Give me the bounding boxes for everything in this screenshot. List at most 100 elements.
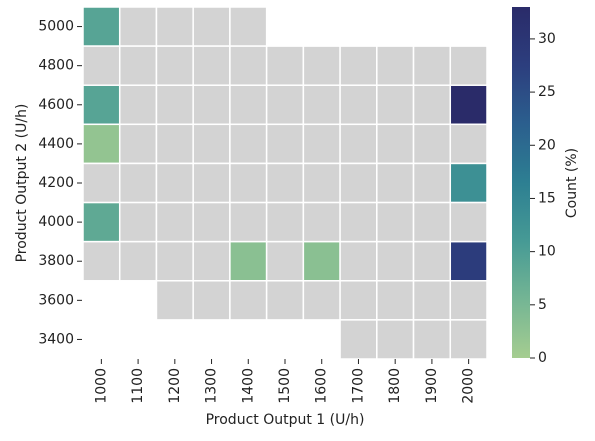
colorbar-tick-label: 0 <box>538 350 547 366</box>
heatmap-cell <box>449 280 488 321</box>
heatmap-cell <box>339 319 378 360</box>
x-tick-label: 1700 <box>350 368 366 404</box>
heatmap-cell <box>82 201 121 243</box>
heatmap-cell <box>82 45 121 86</box>
x-tick-label: 1600 <box>314 368 330 404</box>
heatmap-cell <box>192 84 231 126</box>
heatmap-cell <box>265 123 305 165</box>
y-tick-label: 4600 <box>38 97 74 113</box>
heatmap-cell <box>339 280 378 321</box>
heatmap-cell <box>118 45 158 86</box>
heatmap-cell <box>339 240 378 282</box>
x-tick-label: 1000 <box>93 368 109 404</box>
heatmap-cell <box>82 162 121 204</box>
heatmap-cell <box>155 6 194 47</box>
heatmap-cell <box>449 240 488 282</box>
heatmap-cell <box>302 123 341 165</box>
colorbar-tick-label: 20 <box>538 137 556 153</box>
colorbar-tick-label: 5 <box>538 297 547 313</box>
heatmap-cell <box>192 123 231 165</box>
y-tick-label: 4200 <box>38 175 74 191</box>
heatmap-cell <box>302 162 341 204</box>
colorbar-title: Count (%) <box>564 148 580 218</box>
heatmap-cell <box>265 45 305 86</box>
heatmap-cell <box>449 123 488 165</box>
x-tick-label: 1100 <box>130 368 146 404</box>
heatmap-cell <box>155 201 194 243</box>
y-tick-label: 3600 <box>38 292 74 308</box>
y-tick-label: 3400 <box>38 331 74 347</box>
heatmap-cell <box>118 162 158 204</box>
heatmap-cell <box>155 45 194 86</box>
heatmap-cell <box>155 280 194 321</box>
heatmap-cell <box>192 201 231 243</box>
colorbar-tick-label: 10 <box>538 244 556 260</box>
heatmap-cell <box>376 201 415 243</box>
heatmap-cell <box>302 240 341 282</box>
heatmap-cell <box>376 123 415 165</box>
heatmap-cell <box>82 240 121 282</box>
heatmap-cell <box>265 240 305 282</box>
heatmap-cell <box>412 162 452 204</box>
heatmap-cell <box>376 319 415 360</box>
heatmap-cell <box>192 162 231 204</box>
heatmap-cell <box>449 45 488 86</box>
heatmap-cell <box>302 84 341 126</box>
heatmap-cell <box>339 84 378 126</box>
heatmap-cell <box>302 45 341 86</box>
heatmap-cell <box>376 84 415 126</box>
colorbar <box>512 7 530 358</box>
heatmap-cell <box>229 123 268 165</box>
y-axis-title: Product Output 2 (U/h) <box>14 104 30 263</box>
y-tick-label: 4800 <box>38 58 74 74</box>
y-tick-label: 3800 <box>38 253 74 269</box>
heatmap-cell <box>229 201 268 243</box>
heatmap-cell <box>118 240 158 282</box>
heatmap-cell <box>82 84 121 126</box>
heatmap-cell <box>192 6 231 47</box>
heatmap-cell <box>449 201 488 243</box>
heatmap-cell <box>412 45 452 86</box>
heatmap-cell <box>265 162 305 204</box>
heatmap-cell <box>302 201 341 243</box>
x-tick-label: 1900 <box>424 368 440 404</box>
heatmap-cell <box>118 123 158 165</box>
heatmap-cell <box>412 201 452 243</box>
heatmap-cell <box>339 162 378 204</box>
heatmap-cell <box>449 84 488 126</box>
heatmap-cell <box>449 319 488 360</box>
y-tick-label: 4000 <box>38 214 74 230</box>
heatmap-cell <box>412 240 452 282</box>
colorbar-tick-label: 30 <box>538 31 556 47</box>
colorbar-tick-label: 25 <box>538 84 556 100</box>
heatmap-cell <box>302 280 341 321</box>
heatmap-cell <box>449 162 488 204</box>
x-tick-label: 1200 <box>167 368 183 404</box>
heatmap-cell <box>229 84 268 126</box>
heatmap-cell <box>376 280 415 321</box>
x-tick-label: 1800 <box>387 368 403 404</box>
heatmap-cell <box>376 45 415 86</box>
heatmap-cell <box>118 6 158 47</box>
heatmap-cell <box>339 123 378 165</box>
heatmap-cell <box>118 201 158 243</box>
heatmap-cell <box>82 6 121 47</box>
heatmap-cell <box>82 123 121 165</box>
y-tick-label: 4400 <box>38 136 74 152</box>
heatmap-cell <box>229 6 268 47</box>
heatmap-cell <box>412 319 452 360</box>
heatmap-cell <box>229 162 268 204</box>
heatmap-cell <box>192 45 231 86</box>
heatmap-cell <box>192 240 231 282</box>
heatmap-cell <box>265 280 305 321</box>
heatmap-cell <box>339 201 378 243</box>
heatmap-cell <box>412 84 452 126</box>
x-tick-label: 1300 <box>204 368 220 404</box>
heatmap-cell <box>412 280 452 321</box>
heatmap-cell <box>376 240 415 282</box>
heatmap-cell <box>155 240 194 282</box>
x-tick-label: 1500 <box>277 368 293 404</box>
x-tick-label: 2000 <box>461 368 477 404</box>
colorbar-tick-label: 15 <box>538 190 556 206</box>
